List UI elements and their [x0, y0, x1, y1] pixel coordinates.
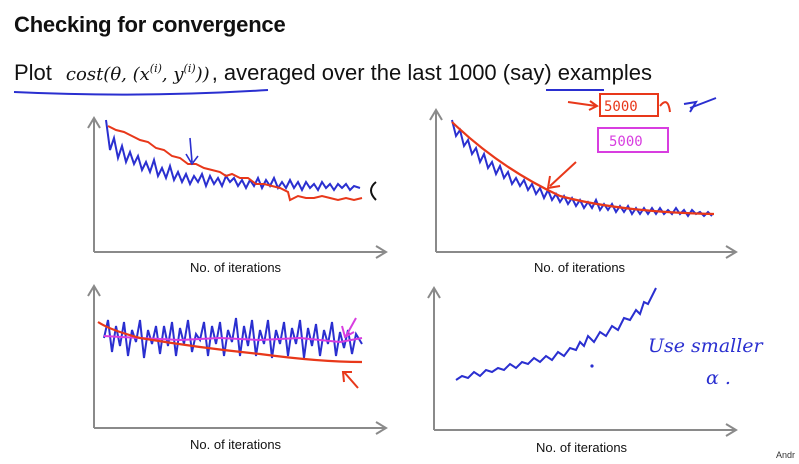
annotation-5000-red-text: 5000: [604, 99, 638, 115]
plot-2-axes: [429, 108, 738, 259]
plot-4-xlabel: No. of iterations: [536, 440, 628, 455]
plot-1-blue-series: [105, 119, 361, 193]
formula-cost: cost(θ, (x: [65, 64, 150, 85]
formula-sup-i: (i): [149, 62, 162, 75]
plot-2-arrow-mark: [546, 161, 577, 190]
formula-y: , y: [161, 64, 184, 85]
annotation-arrow-blue: [683, 97, 717, 113]
annotation-5000-magenta: 5000: [597, 127, 669, 153]
handwritten-note-line-1: Use smaller: [648, 335, 765, 357]
plot-3-xlabel: No. of iterations: [190, 437, 282, 452]
plot-4-blue-series: [455, 287, 657, 381]
handwritten-note-line-2: α .: [706, 367, 731, 389]
slide-subtitle: Plot cost(θ, (x(i), y(i))), averaged over…: [14, 60, 652, 86]
subtitle-text-b: (say) examples: [496, 60, 652, 85]
annotation-5000-red: 5000: [567, 93, 671, 117]
plot-4-dot: [590, 364, 594, 368]
subtitle-lead: Plot: [14, 60, 52, 85]
plot-1-arrow-mark: [185, 137, 199, 166]
plot-2-blue-series: [451, 119, 713, 218]
plot-1-bracket-mark: [370, 181, 377, 201]
formula-close: )): [195, 64, 210, 85]
plot-2-red-series: [451, 121, 715, 216]
plot-2-xlabel: No. of iterations: [534, 260, 626, 275]
cost-formula: cost(θ, (x(i), y(i))): [65, 62, 210, 85]
formula-underline: [13, 89, 269, 96]
plot-1-axes: [87, 116, 388, 259]
plot-1-red-series: [107, 125, 363, 202]
plot-4-axes: [427, 286, 738, 437]
subtitle-number: 1000: [447, 60, 497, 85]
plot-3-axes: [87, 284, 388, 435]
slide-title: Checking for convergence: [14, 12, 286, 37]
formula-sup-i-2: (i): [183, 62, 196, 75]
subtitle-text-a: , averaged over the last: [211, 60, 448, 85]
corner-text: Andr: [775, 450, 795, 460]
plot-3-magenta-arrow: [341, 317, 357, 339]
annotation-5000-magenta-text: 5000: [609, 134, 643, 150]
plot-1-xlabel: No. of iterations: [190, 260, 282, 275]
plot-3-red-series: [97, 321, 363, 364]
plot-3-red-arrow: [341, 371, 359, 389]
